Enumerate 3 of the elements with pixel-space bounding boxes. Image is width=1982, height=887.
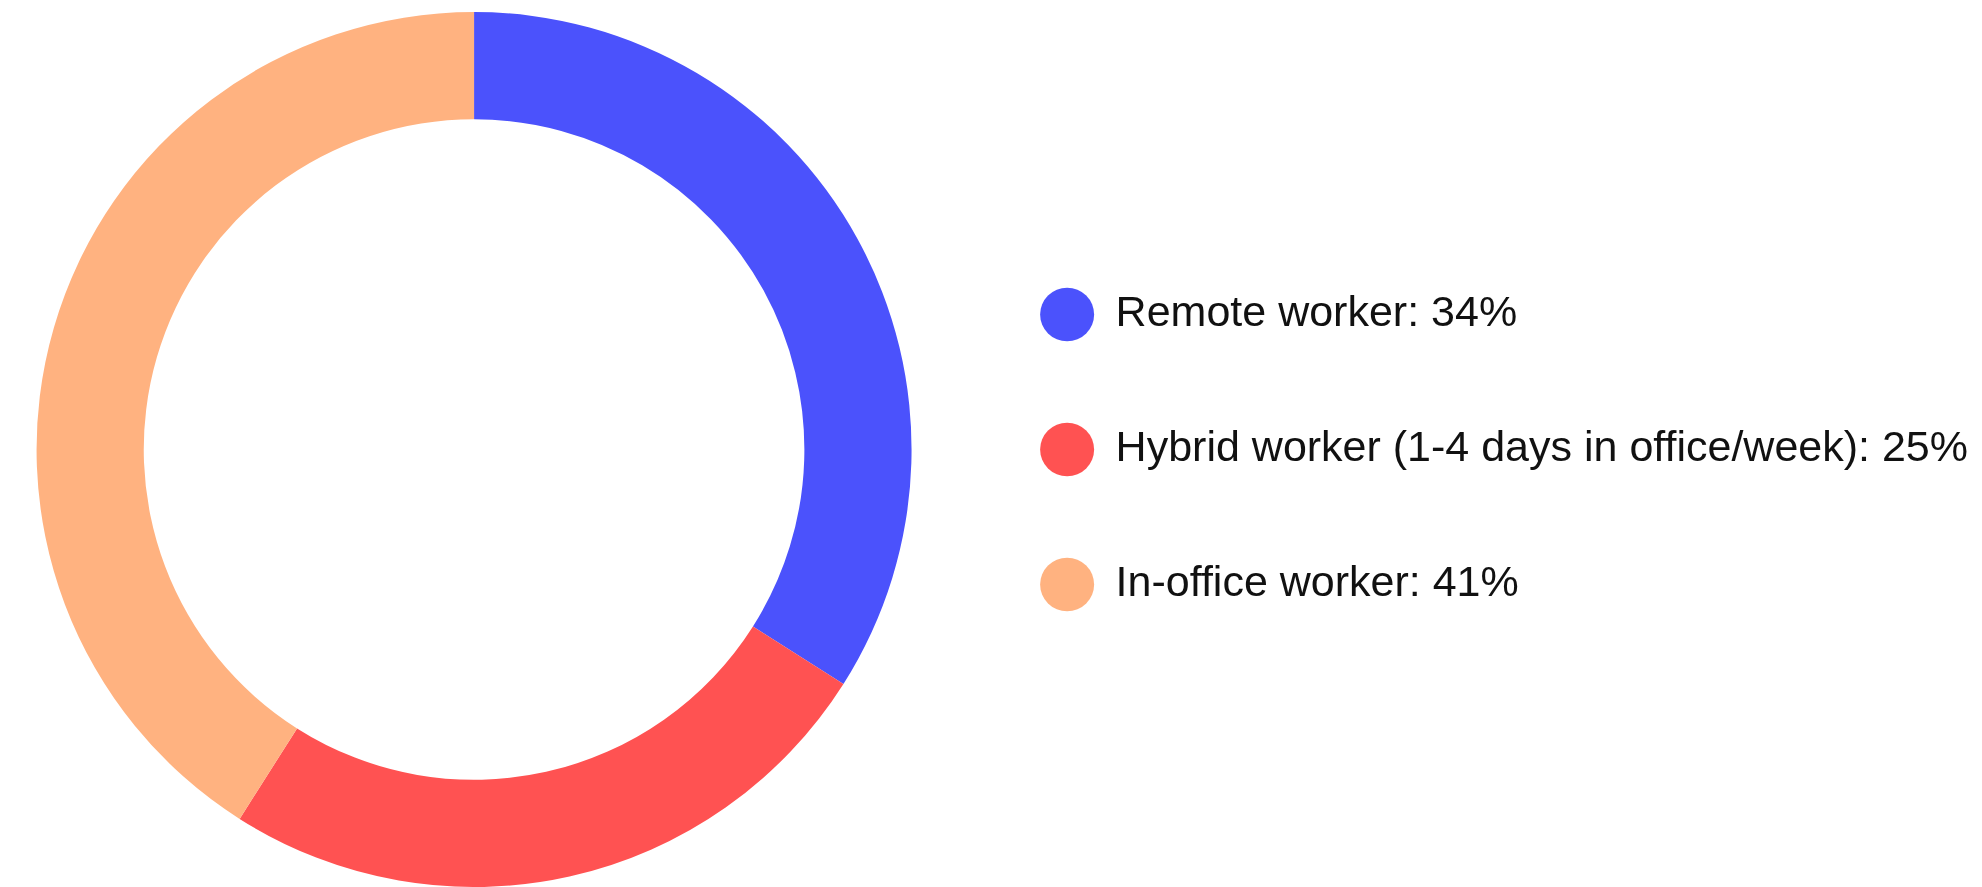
legend-label: Remote worker: 34% bbox=[1115, 287, 1518, 336]
legend-label: In-office worker: 41% bbox=[1115, 557, 1519, 606]
legend-label: Hybrid worker (1-4 days in office/week): 25% bbox=[1115, 422, 1969, 471]
